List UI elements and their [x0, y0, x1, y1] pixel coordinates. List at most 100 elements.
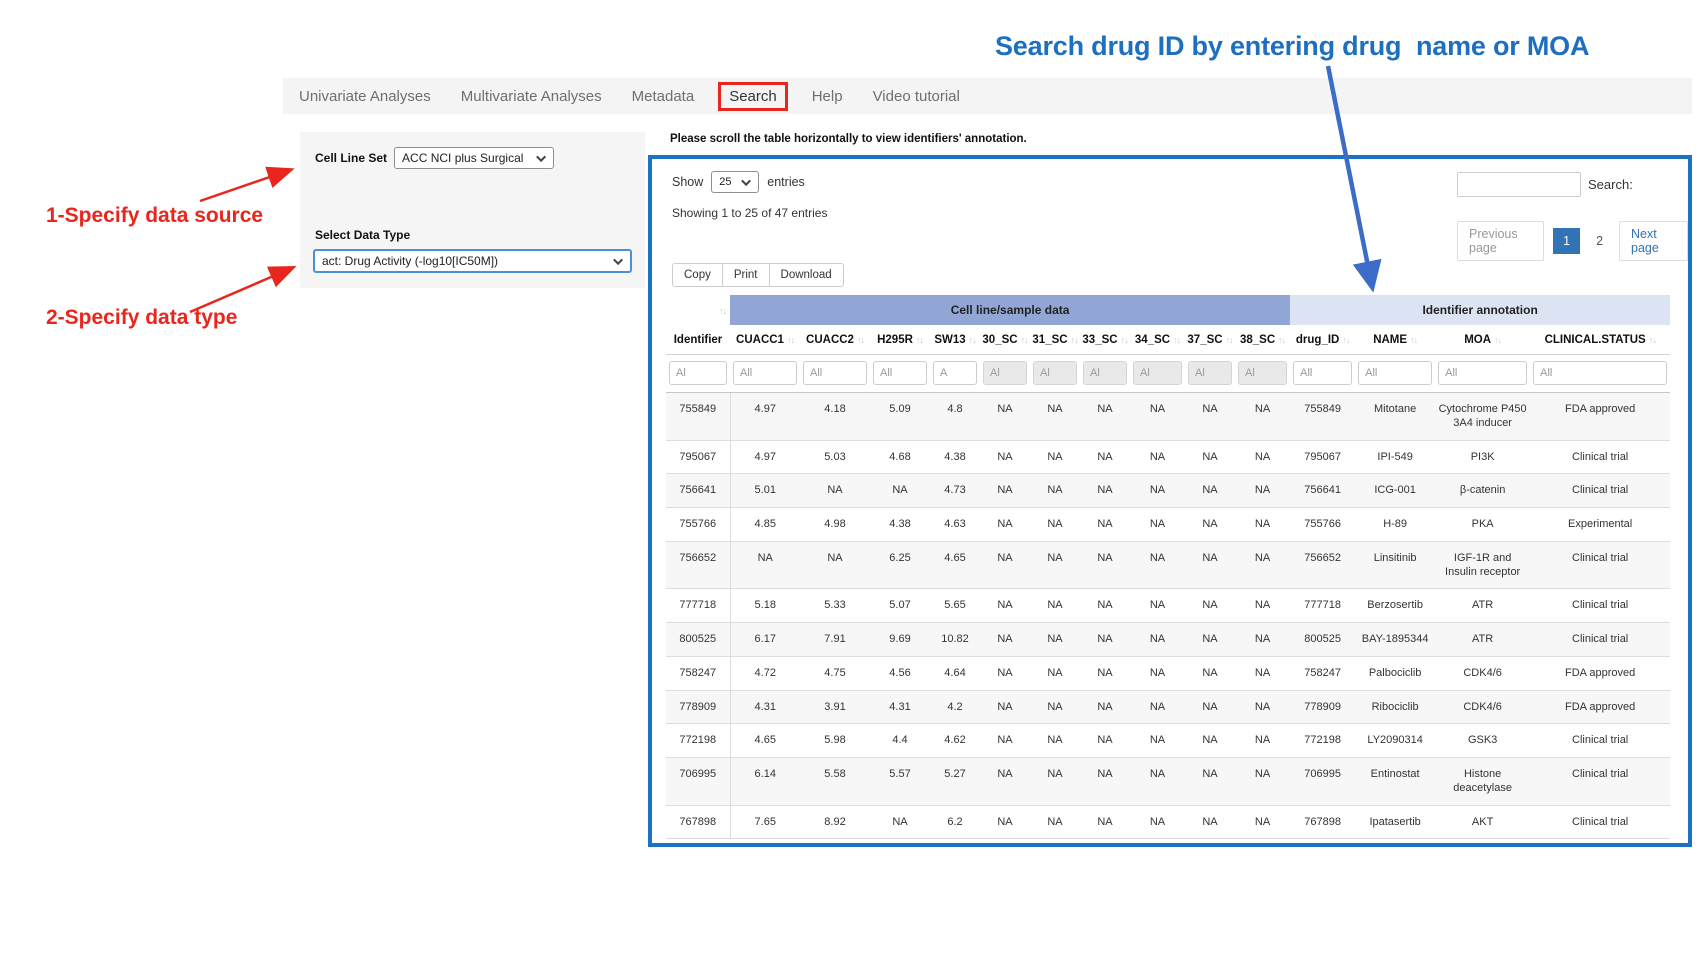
- table-cell-CUACC2: 4.98: [800, 507, 870, 542]
- cell-line-set-select[interactable]: ACC NCI plus Surgical: [394, 147, 555, 169]
- table-cell-CUACC1: NA: [730, 540, 800, 589]
- column-filter-H295R[interactable]: [873, 361, 927, 385]
- table-row: 772198 4.65 5.98 4.4 4.62 NA NA NA NA NA NA 772198 L…: [666, 723, 1671, 758]
- page-1-button[interactable]: 1: [1553, 228, 1581, 254]
- column-filter-CLINICAL.STATUS[interactable]: [1533, 361, 1668, 385]
- table-cell-33_SC: NA: [1080, 540, 1130, 589]
- column-header-33_SC[interactable]: 33_SC ↑↓: [1080, 325, 1130, 355]
- next-page-button[interactable]: Next page: [1619, 221, 1688, 261]
- table-cell-38_SC: NA: [1235, 804, 1291, 840]
- table-cell-MOA: CDK4/6: [1435, 655, 1531, 690]
- column-filter-CUACC2[interactable]: [803, 361, 867, 385]
- download-button[interactable]: Download: [768, 263, 844, 287]
- data-type-select[interactable]: act: Drug Activity (-log10[IC50M]): [313, 249, 632, 273]
- table-cell-34_SC: NA: [1130, 622, 1185, 657]
- nav-item-univariate-analyses[interactable]: Univariate Analyses: [299, 87, 431, 105]
- table-cell-Identifier: 800525: [666, 622, 731, 657]
- table-cell-33_SC: NA: [1080, 439, 1130, 474]
- column-filter-CUACC1[interactable]: [733, 361, 797, 385]
- table-cell-Identifier: 778909: [666, 689, 731, 724]
- export-button-group: Copy Print Download: [672, 263, 844, 287]
- showing-entries-text: Showing 1 to 25 of 47 entries: [672, 206, 828, 220]
- sort-icon: ↑↓: [1648, 335, 1657, 345]
- table-cell-37_SC: NA: [1185, 655, 1235, 690]
- table-cell-37_SC: NA: [1185, 622, 1235, 657]
- table-cell-H295R: 4.38: [870, 507, 930, 542]
- table-cell-37_SC: NA: [1185, 473, 1235, 508]
- table-cell-34_SC: NA: [1130, 655, 1185, 690]
- nav-item-video-tutorial[interactable]: Video tutorial: [872, 87, 960, 105]
- table-cell-30_SC: NA: [980, 392, 1030, 440]
- table-cell-H295R: 6.25: [870, 540, 930, 589]
- previous-page-button[interactable]: Previous page: [1457, 221, 1545, 261]
- sort-icon: ↑↓: [1278, 335, 1286, 345]
- column-filter-34_SC: [1133, 361, 1182, 385]
- table-cell-drug_ID: 706995: [1290, 757, 1356, 805]
- table-cell-38_SC: NA: [1235, 689, 1291, 724]
- page-length-select[interactable]: 25: [711, 171, 760, 193]
- table-cell-37_SC: NA: [1185, 540, 1235, 589]
- sort-icon: ↑↓: [786, 335, 795, 345]
- annotation-step2: 2-Specify data type: [46, 306, 238, 329]
- column-header-Identifier[interactable]: Identifier: [666, 325, 730, 355]
- column-filter-drug_ID[interactable]: [1293, 361, 1353, 385]
- column-header-38_SC[interactable]: 38_SC ↑↓: [1235, 325, 1291, 355]
- table-cell-MOA: CDK4/6: [1435, 689, 1531, 724]
- table-cell-33_SC: NA: [1080, 507, 1130, 542]
- nav-item-search[interactable]: Search: [718, 81, 788, 111]
- table-cell-CUACC1: 4.85: [730, 507, 800, 542]
- chevron-down-icon: [536, 151, 547, 162]
- table-cell-Identifier: 756641: [666, 473, 731, 508]
- table-cell-Identifier: 777718: [666, 588, 731, 623]
- nav-item-multivariate-analyses[interactable]: Multivariate Analyses: [460, 87, 602, 105]
- nav-item-help[interactable]: Help: [811, 87, 843, 105]
- sort-icon: ↑↓: [1494, 335, 1502, 345]
- table-cell-CUACC2: 3.91: [800, 689, 870, 724]
- table-cell-33_SC: NA: [1080, 473, 1130, 508]
- column-filter-Identifier[interactable]: [669, 361, 727, 385]
- column-header-drug_ID[interactable]: drug_ID ↑↓: [1290, 325, 1356, 355]
- column-header-MOA[interactable]: MOA ↑↓: [1435, 325, 1531, 355]
- table-cell-drug_ID: 767898: [1290, 804, 1356, 840]
- table-cell-34_SC: NA: [1130, 540, 1185, 589]
- table-cell-34_SC: NA: [1130, 439, 1185, 474]
- nav-item-metadata[interactable]: Metadata: [631, 87, 695, 105]
- column-header-CUACC2[interactable]: CUACC2 ↑↓: [800, 325, 870, 355]
- column-header-31_SC[interactable]: 31_SC ↑↓: [1030, 325, 1080, 355]
- column-header-H295R[interactable]: H295R ↑↓: [870, 325, 930, 355]
- table-cell-34_SC: NA: [1130, 689, 1185, 724]
- scroll-hint-text: Please scroll the table horizontally to …: [670, 133, 1027, 145]
- table-cell-MOA: GSK3: [1435, 723, 1531, 758]
- column-header-SW13[interactable]: SW13 ↑↓: [930, 325, 980, 355]
- table-cell-30_SC: NA: [980, 723, 1030, 758]
- column-header-CUACC1[interactable]: CUACC1 ↑↓: [730, 325, 800, 355]
- table-cell-MOA: Cytochrome P450 3A4 inducer: [1435, 392, 1531, 440]
- sort-icon: ↑↓: [1410, 335, 1418, 345]
- column-header-CLINICAL.STATUS[interactable]: CLINICAL.STATUS ↑↓: [1530, 325, 1671, 355]
- table-cell-CUACC1: 4.72: [730, 655, 800, 690]
- page-2-button[interactable]: 2: [1596, 234, 1604, 248]
- table-cell-drug_ID: 777718: [1290, 588, 1356, 623]
- table-cell-CUACC1: 5.01: [730, 473, 800, 508]
- column-header-34_SC[interactable]: 34_SC ↑↓: [1130, 325, 1185, 355]
- table-cell-CUACC1: 6.17: [730, 622, 800, 657]
- column-header-37_SC[interactable]: 37_SC ↑↓: [1185, 325, 1235, 355]
- table-cell-31_SC: NA: [1030, 622, 1080, 657]
- table-row: 777718 5.18 5.33 5.07 5.65 NA NA NA NA NA NA 777718…: [666, 588, 1671, 623]
- table-cell-31_SC: NA: [1030, 723, 1080, 758]
- table-cell-NAME: BAY-1895344: [1355, 622, 1436, 657]
- column-filter-SW13[interactable]: [933, 361, 977, 385]
- table-search-input[interactable]: [1457, 172, 1581, 197]
- column-filter-38_SC: [1238, 361, 1288, 385]
- print-button[interactable]: Print: [721, 263, 770, 287]
- table-cell-34_SC: NA: [1130, 392, 1185, 440]
- column-filter-MOA[interactable]: [1438, 361, 1528, 385]
- column-header-30_SC[interactable]: 30_SC ↑↓: [980, 325, 1030, 355]
- table-cell-34_SC: NA: [1130, 588, 1185, 623]
- column-filter-NAME[interactable]: [1358, 361, 1433, 385]
- column-header-NAME[interactable]: NAME ↑↓: [1355, 325, 1436, 355]
- copy-button[interactable]: Copy: [672, 263, 723, 287]
- table-cell-37_SC: NA: [1185, 689, 1235, 724]
- table-cell-drug_ID: 795067: [1290, 439, 1356, 474]
- table-cell-CUACC2: 4.75: [800, 655, 870, 690]
